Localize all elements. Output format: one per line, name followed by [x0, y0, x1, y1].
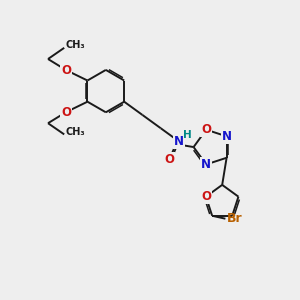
Text: O: O	[201, 190, 211, 203]
Text: O: O	[201, 123, 211, 136]
Text: CH₃: CH₃	[66, 40, 85, 50]
Text: O: O	[61, 106, 71, 118]
Text: CH₃: CH₃	[66, 127, 85, 137]
Text: N: N	[201, 158, 211, 171]
Text: N: N	[222, 130, 232, 143]
Text: O: O	[164, 153, 174, 166]
Text: Br: Br	[227, 212, 242, 225]
Text: O: O	[61, 64, 71, 77]
Text: H: H	[183, 130, 192, 140]
Text: N: N	[174, 135, 184, 148]
